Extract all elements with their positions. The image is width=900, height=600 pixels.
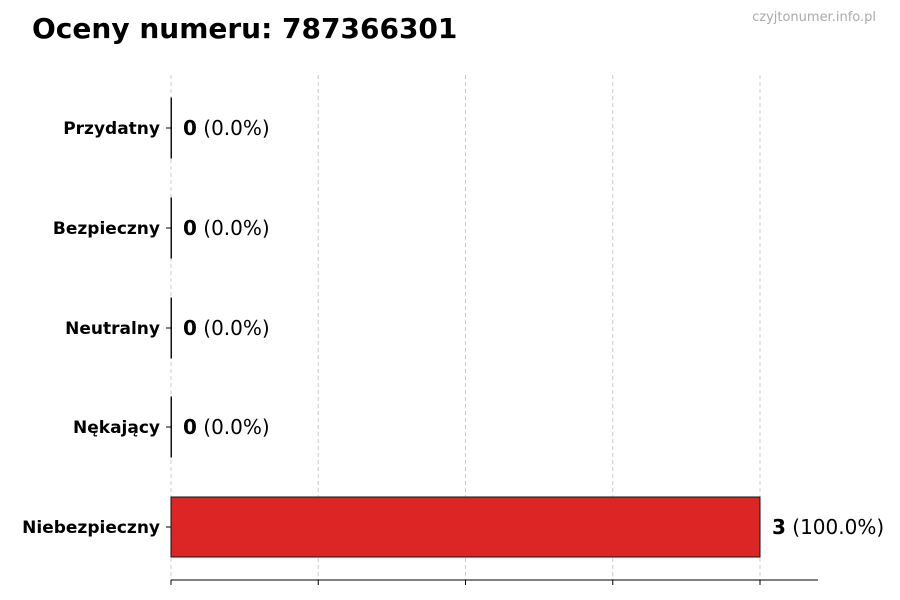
data-label: 0 (0.0%): [183, 116, 270, 140]
category-label: Przydatny: [63, 119, 160, 139]
category-label: Bezpieczny: [53, 219, 160, 239]
percent-label: (0.0%): [197, 116, 270, 140]
watermark: czyjtonumer.info.pl: [752, 10, 876, 25]
value-label: 0: [183, 116, 197, 140]
percent-label: (100.0%): [786, 515, 884, 539]
bar-przydatny: [170, 97, 172, 159]
category-label: Nękający: [73, 418, 160, 438]
percent-label: (0.0%): [197, 216, 270, 240]
chart-title: Oceny numeru: 787366301: [32, 12, 458, 45]
value-label: 0: [183, 316, 197, 340]
value-label: 0: [183, 216, 197, 240]
bar-bezpieczny: [170, 197, 172, 259]
percent-label: (0.0%): [197, 415, 270, 439]
percent-label: (0.0%): [197, 316, 270, 340]
category-label: Niebezpieczny: [22, 518, 160, 538]
value-label: 3: [772, 515, 786, 539]
data-label: 0 (0.0%): [183, 316, 270, 340]
data-label: 3 (100.0%): [772, 515, 884, 539]
data-label: 0 (0.0%): [183, 216, 270, 240]
data-label: 0 (0.0%): [183, 415, 270, 439]
value-label: 0: [183, 415, 197, 439]
bar-nękający: [170, 396, 172, 458]
bar-neutralny: [170, 297, 172, 359]
bar-niebezpieczny: [170, 496, 761, 558]
category-label: Neutralny: [65, 319, 160, 339]
